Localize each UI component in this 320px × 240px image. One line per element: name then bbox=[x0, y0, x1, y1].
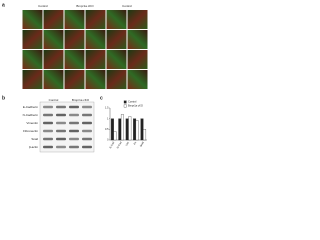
blot-band bbox=[69, 137, 79, 141]
row-label: Vimentin bbox=[26, 121, 38, 125]
x-tick-label: N-Cad bbox=[116, 141, 123, 149]
blot-band bbox=[56, 105, 66, 109]
blot-band bbox=[82, 137, 92, 141]
blot-band bbox=[82, 121, 92, 125]
micrograph bbox=[43, 70, 64, 89]
micrograph bbox=[64, 70, 85, 89]
blot-band bbox=[56, 137, 66, 141]
micrograph bbox=[127, 70, 148, 89]
x-tick-label: E-Cad bbox=[109, 141, 115, 149]
row-label: Snail bbox=[31, 137, 38, 141]
column-header: Control bbox=[122, 4, 132, 8]
blot-band bbox=[56, 121, 66, 125]
blot-band bbox=[56, 129, 66, 133]
micrograph bbox=[106, 30, 127, 49]
bar bbox=[133, 118, 137, 141]
micrograph bbox=[85, 10, 106, 29]
bar bbox=[135, 120, 139, 141]
blot-band bbox=[43, 129, 53, 133]
row-label: β-actin bbox=[29, 145, 38, 149]
panel-label: b bbox=[2, 95, 5, 101]
row-label: Fibronectin bbox=[23, 129, 38, 133]
blot-band bbox=[43, 137, 53, 141]
panel-label: a bbox=[2, 2, 5, 8]
blot-band bbox=[43, 145, 53, 149]
legend-swatch bbox=[123, 104, 127, 108]
blot-band bbox=[69, 121, 79, 125]
bar bbox=[128, 116, 132, 141]
bar bbox=[125, 118, 129, 141]
y-tick-label: 1.5 bbox=[105, 107, 109, 110]
row-label: N-Cadherin bbox=[23, 113, 39, 117]
micrograph bbox=[127, 10, 148, 29]
blot-band bbox=[43, 121, 53, 125]
bar bbox=[140, 118, 144, 141]
blot-band bbox=[69, 113, 79, 117]
micrograph bbox=[106, 50, 127, 69]
micrograph bbox=[22, 10, 43, 29]
blot-band bbox=[56, 113, 66, 117]
micrograph bbox=[127, 30, 148, 49]
micrograph bbox=[64, 30, 85, 49]
blot-band bbox=[43, 113, 53, 117]
micrograph bbox=[22, 30, 43, 49]
micrograph bbox=[106, 70, 127, 89]
legend-swatch bbox=[123, 100, 127, 104]
micrograph bbox=[106, 10, 127, 29]
legend-label: Bmpr1a cKO bbox=[128, 104, 143, 108]
micrograph bbox=[85, 50, 106, 69]
bar bbox=[143, 129, 147, 141]
micrograph bbox=[64, 10, 85, 29]
micrograph bbox=[22, 50, 43, 69]
column-header: Bmpr1a cKO bbox=[72, 98, 90, 102]
micrograph bbox=[64, 50, 85, 69]
row-label: E-Cadherin bbox=[23, 105, 39, 109]
legend-label: Control bbox=[128, 100, 137, 104]
x-tick-label: Fn bbox=[133, 141, 137, 146]
panel-label: c bbox=[100, 95, 103, 101]
blot-band bbox=[82, 105, 92, 109]
blot-band bbox=[82, 129, 92, 133]
micrograph bbox=[127, 50, 148, 69]
blot-band bbox=[69, 145, 79, 149]
micrograph bbox=[43, 50, 64, 69]
bar bbox=[110, 118, 114, 141]
y-tick-label: 1 bbox=[107, 117, 109, 120]
y-tick-label: 0.5 bbox=[105, 128, 109, 131]
bar bbox=[113, 131, 117, 141]
column-header: Control bbox=[49, 98, 59, 102]
blot-band bbox=[82, 145, 92, 149]
blot-frame bbox=[39, 101, 95, 153]
blot-band bbox=[56, 145, 66, 149]
micrograph bbox=[85, 30, 106, 49]
micrograph bbox=[43, 10, 64, 29]
column-header: Bmpr1a cKO bbox=[76, 4, 94, 8]
x-tick-label: Snail bbox=[139, 141, 145, 148]
bar bbox=[120, 114, 124, 141]
x-tick-label: Vim bbox=[125, 141, 130, 146]
blot-band bbox=[69, 105, 79, 109]
column-header: Control bbox=[38, 4, 48, 8]
micrograph bbox=[43, 30, 64, 49]
bar bbox=[118, 118, 122, 141]
blot-band bbox=[82, 113, 92, 117]
micrograph bbox=[22, 70, 43, 89]
blot-band bbox=[69, 129, 79, 133]
blot-band bbox=[43, 105, 53, 109]
y-tick-label: 0 bbox=[107, 139, 109, 142]
micrograph bbox=[85, 70, 106, 89]
